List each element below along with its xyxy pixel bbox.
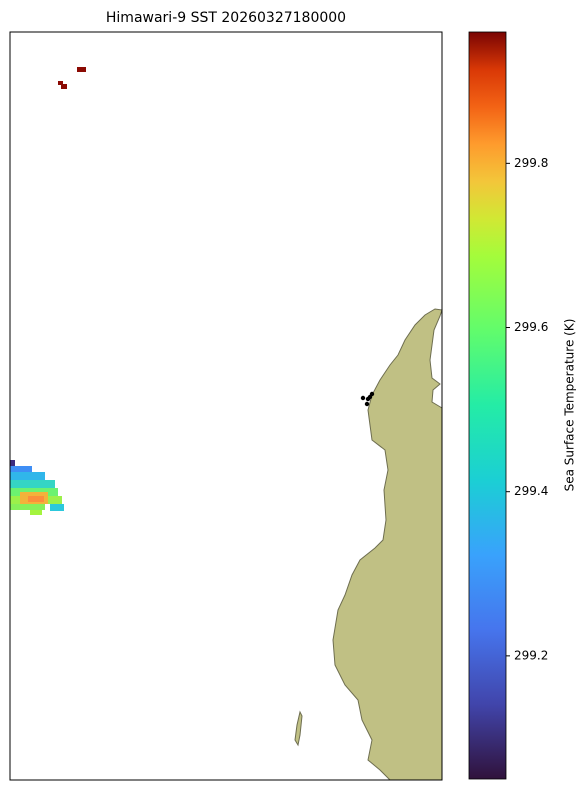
island — [294, 710, 303, 747]
map-frame — [9, 31, 443, 781]
map — [9, 31, 443, 781]
map-title: Himawari-9 SST 20260327180000 — [106, 10, 346, 26]
colorbar-gradient — [468, 31, 507, 780]
colorbar-tick-label: 299.6 — [514, 320, 548, 334]
land — [332, 308, 443, 781]
colorbar: Sea Surface Temperature (K) 299.2 299.4 29… — [468, 31, 577, 780]
colorbar-label: Sea Surface Temperature (K) — [563, 319, 577, 492]
colorbar-tick-label: 299.8 — [514, 156, 548, 170]
colorbar-tick-label: 299.4 — [514, 484, 548, 498]
colorbar-tick-label: 299.2 — [514, 648, 548, 662]
sst-pixels — [10, 67, 86, 515]
points — [360, 391, 375, 407]
